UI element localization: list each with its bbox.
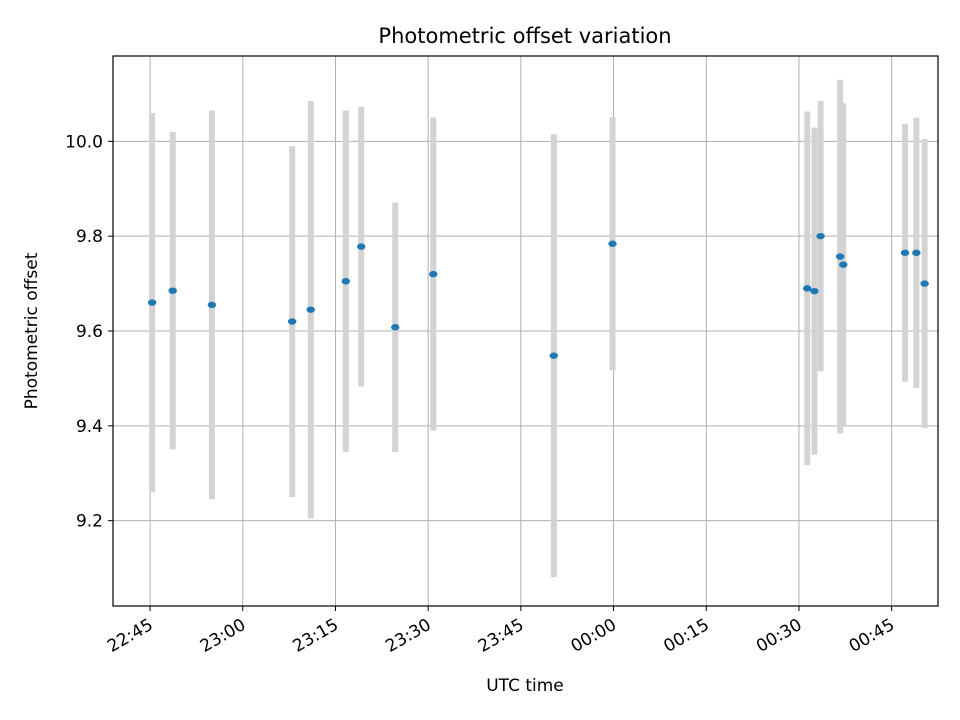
y-tick-label: 9.2 [76, 512, 103, 532]
y-tick-label: 10.0 [65, 132, 103, 152]
x-tick-label: 23:00 [197, 615, 249, 657]
x-tick-label: 00:00 [568, 615, 620, 657]
y-tick-label: 9.4 [76, 417, 103, 437]
data-point [608, 240, 617, 247]
data-point [810, 287, 819, 295]
data-point [147, 299, 157, 306]
data-point [207, 301, 217, 309]
data-point [306, 306, 315, 313]
x-tick-label: 23:15 [290, 615, 342, 657]
y-axis-ticks: 9.2 9.4 9.6 9.8 10.0 [65, 132, 113, 532]
data-points [147, 232, 929, 359]
data-point [549, 352, 559, 359]
data-point [429, 270, 438, 278]
y-tick-label: 9.8 [76, 227, 103, 247]
data-point [357, 243, 366, 250]
data-point [391, 324, 400, 331]
data-point [816, 232, 825, 240]
data-point [288, 318, 297, 325]
x-axis-label: UTC time [486, 676, 564, 696]
x-tick-label: 00:15 [660, 615, 712, 657]
x-tick-label: 00:30 [753, 615, 805, 657]
data-point [900, 249, 910, 256]
x-tick-label: 00:45 [846, 615, 898, 657]
error-bars [149, 79, 928, 578]
chart-title: Photometric offset variation [378, 24, 671, 48]
x-axis-ticks: 22:45 23:00 23:15 23:30 23:45 00:00 00:15 00:30… [104, 606, 898, 657]
data-point [835, 253, 845, 260]
data-point [802, 285, 812, 292]
data-point [839, 261, 848, 268]
data-point [912, 249, 921, 256]
y-axis-label: Photometric offset [22, 252, 42, 409]
data-point [168, 287, 177, 294]
data-point [341, 278, 350, 285]
x-tick-label: 22:45 [104, 615, 156, 657]
y-tick-label: 9.6 [76, 322, 103, 342]
x-tick-label: 23:30 [382, 615, 434, 657]
data-point [920, 280, 929, 287]
x-tick-label: 23:45 [475, 615, 527, 657]
